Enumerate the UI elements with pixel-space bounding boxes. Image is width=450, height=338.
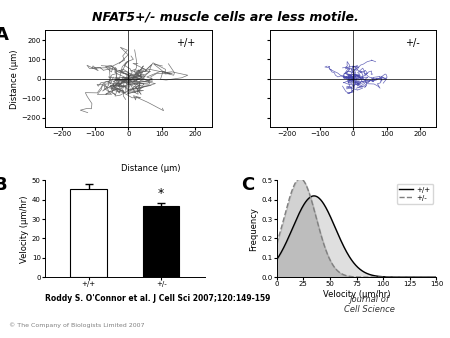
Text: *: * xyxy=(158,187,164,200)
Y-axis label: Frequency: Frequency xyxy=(249,207,258,251)
Text: NFAT5+/- muscle cells are less motile.: NFAT5+/- muscle cells are less motile. xyxy=(92,10,358,23)
Text: +/+: +/+ xyxy=(176,38,195,48)
Bar xyxy=(70,189,107,277)
Text: +/-: +/- xyxy=(405,38,420,48)
Y-axis label: Velocity (μm/hr): Velocity (μm/hr) xyxy=(20,195,29,263)
Text: B: B xyxy=(0,175,8,194)
Text: Distance (μm): Distance (μm) xyxy=(121,164,180,173)
Text: Roddy S. O'Connor et al. J Cell Sci 2007;120:149-159: Roddy S. O'Connor et al. J Cell Sci 2007… xyxy=(45,294,270,303)
Text: A: A xyxy=(0,26,9,44)
Text: Journal of
Cell Science: Journal of Cell Science xyxy=(343,295,395,314)
X-axis label: Velocity (μm/hr): Velocity (μm/hr) xyxy=(323,290,390,299)
Bar xyxy=(143,206,180,277)
Text: C: C xyxy=(242,175,255,194)
Legend: +/+, +/-: +/+, +/- xyxy=(397,184,433,203)
Text: © The Company of Biologists Limited 2007: © The Company of Biologists Limited 2007 xyxy=(9,322,144,328)
Y-axis label: Distance (μm): Distance (μm) xyxy=(10,49,19,108)
